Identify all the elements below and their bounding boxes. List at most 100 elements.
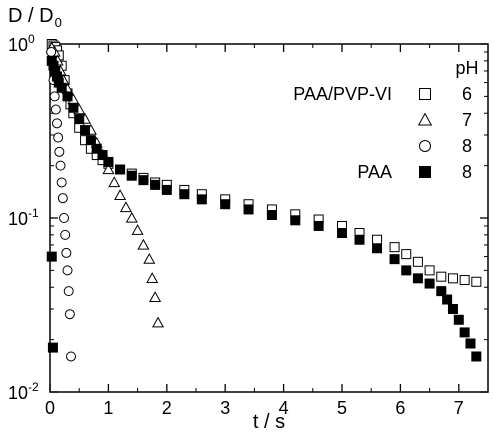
data-point-square-filled (150, 179, 161, 190)
data-point-square-filled (337, 227, 347, 238)
legend-label: PAA (357, 162, 392, 182)
legend-ph-value: 8 (462, 162, 472, 182)
data-point-square-filled (389, 254, 400, 265)
x-tick-label: 7 (454, 398, 464, 418)
data-point-triangle-open (119, 201, 132, 213)
data-point-triangle-open (143, 252, 156, 264)
data-point-circle-open (53, 132, 64, 143)
data-point-circle-open (49, 91, 60, 102)
data-point-square-open (471, 276, 482, 287)
data-point-square-filled (196, 194, 207, 205)
data-point-triangle-open (114, 189, 127, 200)
data-point-square-filled (46, 251, 57, 262)
data-point-square-filled (161, 184, 172, 195)
x-tick-label: 5 (337, 398, 347, 418)
data-point-triangle-open (149, 291, 162, 302)
data-point-square-filled (290, 215, 301, 226)
x-tick-label: 4 (279, 398, 289, 418)
data-point-square-filled (126, 170, 137, 181)
y-axis-label-subscript: 0 (55, 15, 62, 30)
data-point-square-filled (459, 327, 470, 338)
x-tick-label: 0 (45, 398, 55, 418)
data-point-square-filled (103, 156, 114, 167)
data-point-circle-open (50, 104, 61, 115)
data-point-square-filled (401, 265, 412, 276)
data-point-triangle-open (146, 272, 159, 283)
data-point-square-open (389, 242, 400, 253)
legend-marker-circle-open (419, 140, 431, 152)
data-point-square-open (372, 234, 383, 245)
data-point-square-open (424, 265, 435, 276)
data-point-square-filled (56, 82, 67, 93)
data-point-square-open (401, 249, 412, 260)
data-point-circle-open (54, 146, 65, 157)
data-point-square-filled (179, 189, 190, 200)
data-point-square-filled (372, 243, 383, 254)
legend-ph-value: 7 (462, 110, 472, 130)
data-point-square-filled (424, 278, 435, 289)
data-point-circle-open (63, 286, 74, 297)
data-point-triangle-open (102, 163, 115, 175)
x-tick-label: 1 (103, 398, 113, 418)
data-point-square-open (436, 271, 447, 282)
legend: pH PAA/PVP-VI 6 7 8 PAA 8 (293, 58, 478, 182)
data-point-circle-open (56, 177, 67, 188)
data-point-circle-open (61, 247, 72, 258)
data-point-triangle-open (125, 211, 138, 223)
data-point-square-filled (115, 164, 126, 175)
data-point-circle-open (52, 118, 63, 129)
data-point-square-filled (436, 286, 447, 297)
data-point-triangle-open (137, 238, 150, 250)
legend-label: PAA/PVP-VI (293, 84, 392, 104)
legend-ph-value: 8 (462, 136, 472, 156)
data-point-square-filled (47, 342, 58, 353)
data-point-triangle-open (152, 316, 165, 328)
x-axis-ticks: 0 1 2 3 4 5 6 7 (45, 44, 464, 418)
data-point-circle-open (64, 309, 75, 320)
y-axis-label: D / D (8, 5, 54, 27)
x-tick-label: 2 (162, 398, 172, 418)
legend-marker-triangle-open (417, 112, 433, 126)
y-tick-label: 10-2 (8, 380, 39, 403)
legend-marker-square-open (419, 88, 431, 100)
data-point-square-filled (68, 102, 79, 113)
data-point-circle-open (57, 193, 68, 204)
data-point-square-filled (354, 234, 365, 245)
data-point-square-filled (138, 175, 149, 186)
data-point-square-filled (412, 273, 423, 284)
data-point-square-filled (471, 351, 482, 362)
data-point-square-filled (85, 135, 96, 146)
data-point-square-filled (220, 199, 231, 210)
data-point-circle-open (46, 46, 57, 57)
data-point-square-open (459, 275, 470, 286)
y-tick-label: 100 (8, 32, 35, 55)
data-point-circle-open (66, 351, 77, 362)
data-point-square-open (447, 273, 458, 284)
legend-header: pH (455, 58, 478, 78)
legend-marker-square-filled (419, 166, 431, 178)
data-point-square-filled (97, 150, 108, 161)
legend-ph-value: 6 (462, 84, 472, 104)
y-axis-ticks: 100 10-1 10-2 (8, 32, 488, 403)
data-point-triangle-open (131, 224, 144, 235)
data-point-square-filled (266, 210, 277, 221)
x-axis-label: t / s (253, 411, 285, 433)
data-point-circle-open (60, 229, 71, 240)
data-point-square-filled (313, 220, 324, 231)
data-point-circle-open (55, 160, 66, 171)
data-point-triangle-open (108, 176, 121, 188)
y-axis-title: D / D 0 (8, 5, 62, 30)
data-point-square-filled (74, 114, 85, 125)
data-point-square-filled (91, 143, 102, 154)
data-point-circle-open (59, 213, 70, 223)
data-point-square-open (412, 256, 423, 267)
x-tick-label: 3 (220, 398, 230, 418)
data-point-square-filled (62, 91, 73, 102)
data-point-square-filled (442, 294, 453, 305)
data-points (45, 39, 482, 362)
y-tick-label: 10-1 (8, 206, 39, 229)
data-point-square-filled (243, 204, 254, 215)
data-point-square-filled (453, 314, 464, 325)
data-point-square-filled (465, 338, 476, 349)
